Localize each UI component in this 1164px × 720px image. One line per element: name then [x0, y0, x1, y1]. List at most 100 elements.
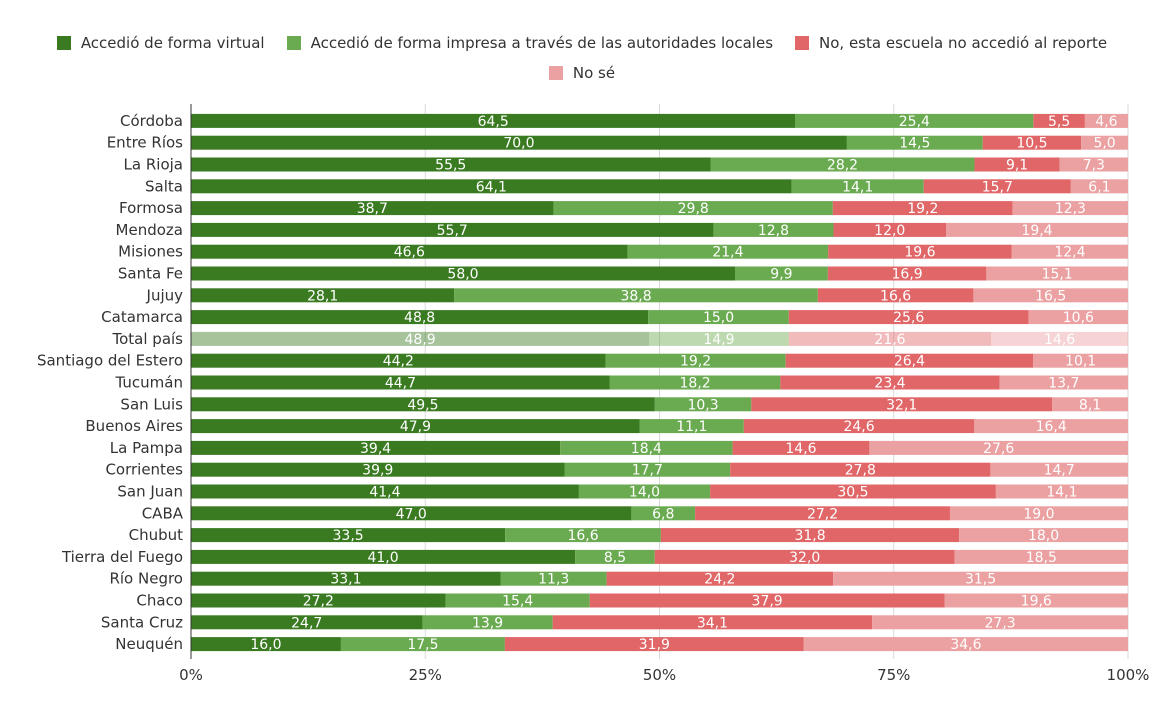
value-label-virtual-formosa: 38,7	[357, 201, 388, 217]
category-label-total-pais: Total país	[112, 330, 184, 348]
bar-no-accedio-entre-rios	[982, 135, 1082, 150]
bar-impresa-catamarca	[648, 310, 789, 325]
category-label-la-pampa: La Pampa	[110, 439, 183, 457]
bar-virtual-la-pampa	[191, 440, 561, 455]
value-label-no-se-tierra-del-fuego: 18,5	[1026, 550, 1057, 566]
value-label-no-accedio-corrientes: 27,8	[845, 463, 876, 479]
bar-virtual-santiago-del-estero	[191, 353, 606, 368]
value-label-virtual-san-luis: 49,5	[407, 397, 438, 413]
value-label-no-se-salta: 6,1	[1088, 179, 1110, 195]
value-label-no-se-san-luis: 8,1	[1079, 397, 1101, 413]
value-label-no-se-corrientes: 14,7	[1044, 463, 1075, 479]
bar-impresa-total-pais	[649, 331, 789, 346]
bar-no-se-salta	[1070, 179, 1128, 194]
bar-no-se-misiones	[1011, 244, 1128, 259]
category-label-tierra-del-fuego: Tierra del Fuego	[61, 548, 183, 566]
value-label-no-accedio-cordoba: 5,5	[1048, 114, 1070, 130]
bar-no-accedio-tierra-del-fuego	[654, 549, 955, 564]
bar-no-accedio-mendoza	[833, 222, 947, 237]
value-label-virtual-corrientes: 39,9	[362, 463, 393, 479]
value-label-virtual-neuquen: 16,0	[250, 637, 281, 653]
value-label-impresa-salta: 14,1	[842, 179, 873, 195]
value-label-impresa-san-juan: 14,0	[629, 485, 660, 501]
bar-virtual-san-luis	[191, 397, 655, 412]
bar-impresa-san-juan	[578, 484, 711, 499]
value-label-no-se-la-pampa: 27,6	[983, 441, 1014, 457]
bar-impresa-salta	[791, 179, 924, 194]
bar-impresa-corrientes	[564, 462, 731, 477]
value-label-no-accedio-san-juan: 30,5	[837, 485, 868, 501]
bar-no-accedio-caba	[695, 506, 950, 521]
legend-label-impresa: Accedió de forma impresa a través de las…	[310, 34, 774, 52]
bar-virtual-tierra-del-fuego	[191, 549, 576, 564]
category-label-santiago-del-estero: Santiago del Estero	[37, 352, 183, 370]
value-label-no-accedio-tierra-del-fuego: 32,0	[789, 550, 820, 566]
bar-impresa-tucuman	[609, 375, 781, 390]
category-label-formosa: Formosa	[119, 199, 183, 217]
value-label-no-se-jujuy: 16,5	[1035, 288, 1066, 304]
legend-item-impresa[interactable]: Accedió de forma impresa a través de las…	[286, 34, 774, 52]
bar-no-se-san-luis	[1052, 397, 1128, 412]
value-label-impresa-formosa: 29,8	[678, 201, 709, 217]
legend-item-virtual[interactable]: Accedió de forma virtual	[56, 34, 265, 52]
bar-no-se-chaco	[944, 593, 1128, 608]
bar-no-se-mendoza	[946, 222, 1128, 237]
bar-impresa-jujuy	[454, 288, 818, 303]
bar-no-accedio-san-luis	[751, 397, 1053, 412]
bar-no-se-formosa	[1012, 201, 1128, 216]
legend-item-no-se[interactable]: No sé	[548, 64, 615, 82]
value-label-impresa-santiago-del-estero: 19,2	[680, 354, 711, 370]
value-label-no-accedio-jujuy: 16,6	[880, 288, 911, 304]
value-label-impresa-tucuman: 18,2	[680, 376, 711, 392]
bar-impresa-buenos-aires	[639, 419, 744, 434]
bar-no-se-neuquen	[803, 637, 1128, 652]
category-label-buenos-aires: Buenos Aires	[85, 417, 183, 435]
bar-impresa-santa-cruz	[422, 615, 553, 630]
value-label-virtual-caba: 47,0	[396, 506, 427, 522]
bar-no-accedio-cordoba	[1033, 113, 1085, 128]
value-label-virtual-tierra-del-fuego: 41,0	[367, 550, 398, 566]
value-label-virtual-la-pampa: 39,4	[360, 441, 391, 457]
bar-virtual-neuquen	[191, 637, 341, 652]
value-label-impresa-total-pais: 14,9	[703, 332, 734, 348]
value-label-no-accedio-tucuman: 23,4	[874, 376, 905, 392]
legend-item-no-accedio[interactable]: No, esta escuela no accedió al reporte	[795, 34, 1107, 52]
value-label-no-accedio-total-pais: 21,6	[874, 332, 905, 348]
x-tick-label: 75%	[877, 666, 910, 684]
x-tick-label: 25%	[409, 666, 442, 684]
bar-no-se-chubut	[959, 528, 1128, 543]
value-label-no-se-rio-negro: 31,5	[965, 572, 996, 588]
value-label-no-se-catamarca: 10,6	[1063, 310, 1094, 326]
bar-no-accedio-chaco	[589, 593, 945, 608]
value-label-impresa-santa-fe: 9,9	[770, 267, 792, 283]
category-label-caba: CABA	[142, 504, 184, 522]
value-label-virtual-total-pais: 48,9	[405, 332, 436, 348]
value-label-impresa-tierra-del-fuego: 8,5	[604, 550, 626, 566]
bar-no-se-buenos-aires	[974, 419, 1128, 434]
bar-impresa-caba	[631, 506, 696, 521]
value-label-virtual-catamarca: 48,8	[404, 310, 435, 326]
value-label-impresa-corrientes: 17,7	[632, 463, 663, 479]
value-label-virtual-cordoba: 64,5	[478, 114, 509, 130]
category-label-san-juan: San Juan	[117, 483, 183, 501]
bar-impresa-santa-fe	[735, 266, 828, 281]
value-label-no-accedio-neuquen: 31,9	[639, 637, 670, 653]
bar-no-accedio-formosa	[832, 201, 1013, 216]
bar-no-se-san-juan	[995, 484, 1128, 499]
value-label-virtual-salta: 64,1	[476, 179, 507, 195]
bar-no-se-caba	[949, 506, 1128, 521]
category-label-cordoba: Córdoba	[120, 112, 183, 130]
bar-virtual-formosa	[191, 201, 554, 216]
bar-virtual-entre-rios	[191, 135, 847, 150]
value-label-no-accedio-mendoza: 12,0	[874, 223, 905, 239]
legend-swatch-no-accedio	[795, 36, 810, 50]
value-label-no-accedio-caba: 27,2	[807, 506, 838, 522]
bar-virtual-total-pais	[191, 331, 650, 346]
bar-impresa-mendoza	[713, 222, 834, 237]
bar-no-accedio-la-pampa	[732, 440, 870, 455]
bar-virtual-buenos-aires	[191, 419, 640, 434]
value-label-no-se-santiago-del-estero: 10,1	[1065, 354, 1096, 370]
value-label-virtual-jujuy: 28,1	[307, 288, 338, 304]
value-label-no-accedio-santa-cruz: 34,1	[697, 615, 728, 631]
category-label-misiones: Misiones	[118, 243, 183, 261]
